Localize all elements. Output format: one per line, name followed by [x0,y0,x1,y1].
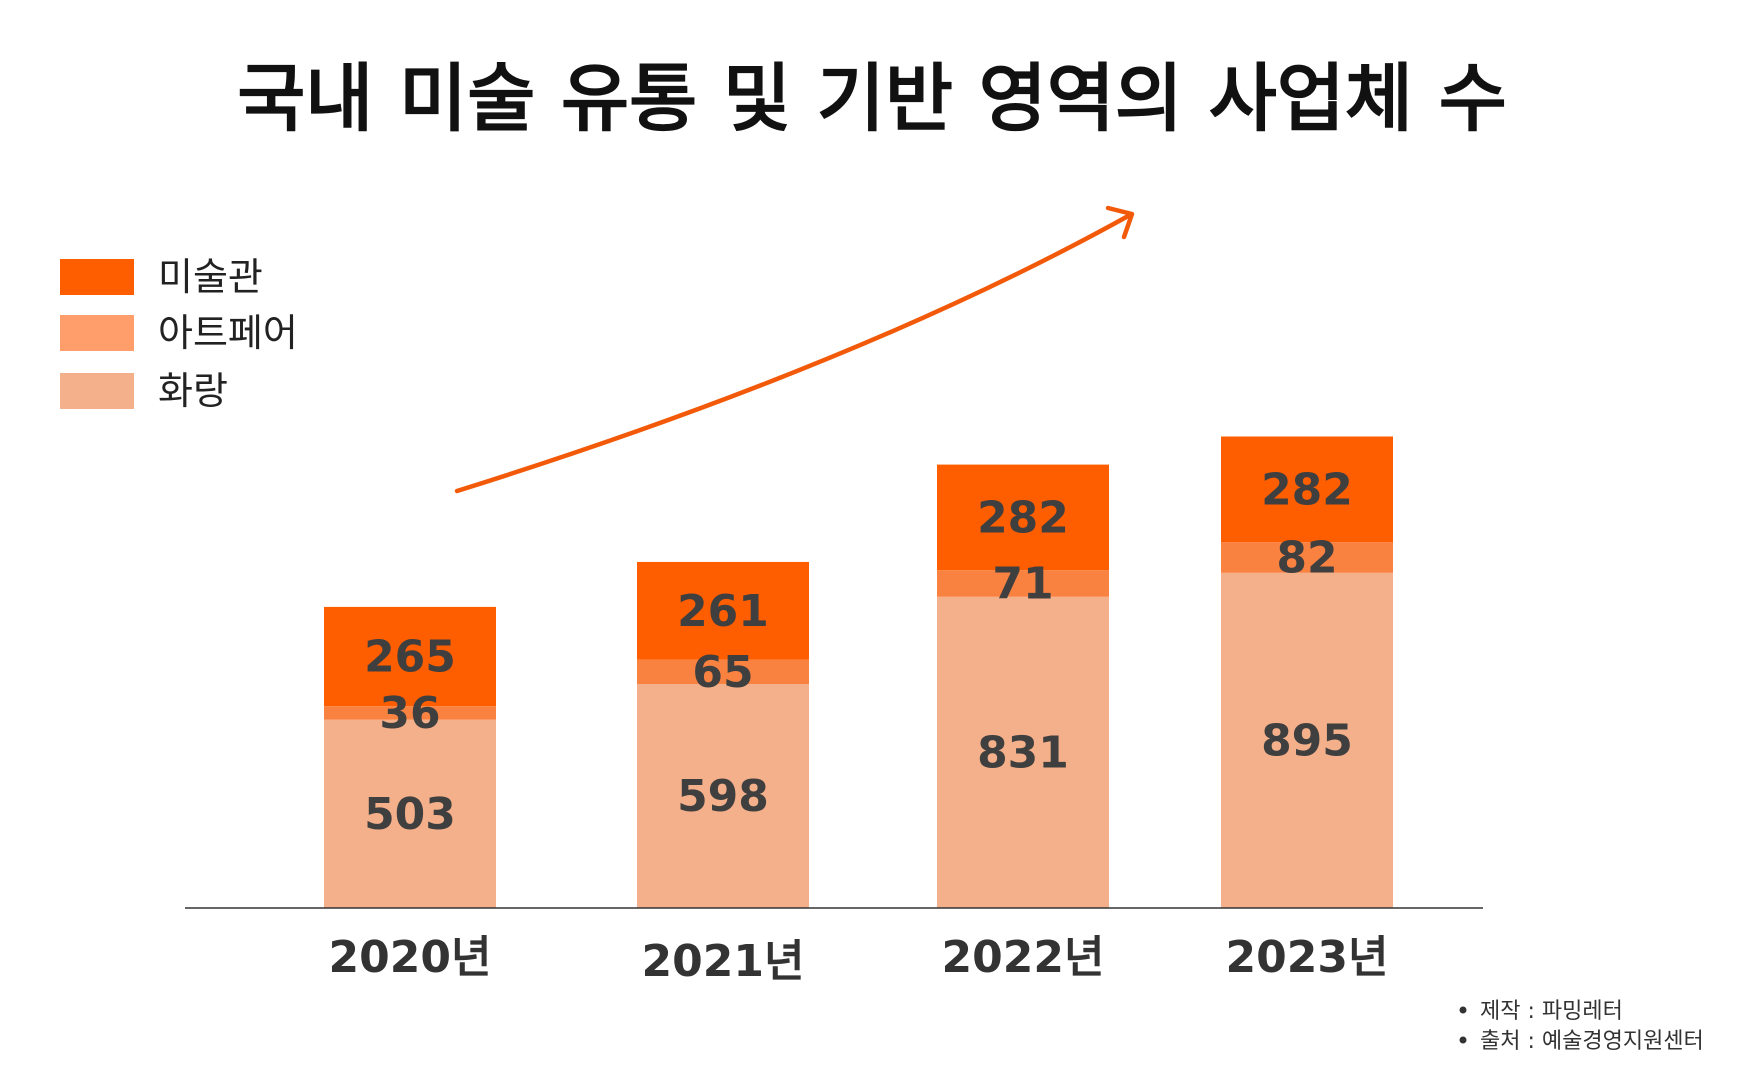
legend-swatch [60,315,134,351]
source-note: 출처 : 예술경영지원센터 [1480,1029,1704,1054]
bar-value-label: 265 [364,632,456,683]
bar-value-label: 282 [1261,464,1353,515]
bar-segment [937,596,1109,908]
bar-value-label: 261 [677,586,769,637]
bar-value-label: 36 [379,688,440,739]
bar-value-label: 82 [1276,532,1337,583]
bar-segment [324,606,496,707]
bars [324,436,1393,908]
trend-arrow [454,205,1135,494]
bar-segment [637,659,809,685]
legend-label: 아트페어 [158,311,298,355]
bar-segment [637,684,809,908]
legend-swatch [60,373,134,409]
legend-label: 미술관 [158,255,263,299]
category-label: 2023년 [1226,932,1389,983]
bar-segment [1221,542,1393,573]
chart-title: 국내 미술 유통 및 기반 영역의 사업체 수 [237,56,1507,142]
bar-value-label: 598 [677,771,769,822]
legend-label: 화랑 [158,369,228,413]
bar-value-label: 831 [977,727,1069,778]
bar-segment [1221,572,1393,908]
bar-segment [937,570,1109,597]
legend-swatch [60,259,134,295]
trend-arrow-head [1105,205,1135,240]
bar-value-label: 503 [364,789,456,840]
note-bullet [1459,1036,1467,1044]
bar-segment [937,464,1109,571]
bar-segment [1221,436,1393,543]
source-note: 제작 : 파밍레터 [1480,999,1623,1024]
category-label: 2020년 [329,932,492,983]
bar-segment [324,719,496,908]
note-bullet [1459,1006,1467,1014]
category-label: 2022년 [942,932,1105,983]
bar-value-label: 71 [992,558,1053,609]
bar-segment [637,561,809,660]
bar-value-label: 282 [977,492,1069,543]
category-labels: 2020년 2021년 2022년 2023년 [329,932,1389,987]
bar-segment [324,706,496,720]
trend-arrow-line [454,212,1133,494]
category-label: 2021년 [642,936,805,987]
bar-value-label: 65 [692,647,753,698]
bar-value-label: 895 [1261,715,1353,766]
